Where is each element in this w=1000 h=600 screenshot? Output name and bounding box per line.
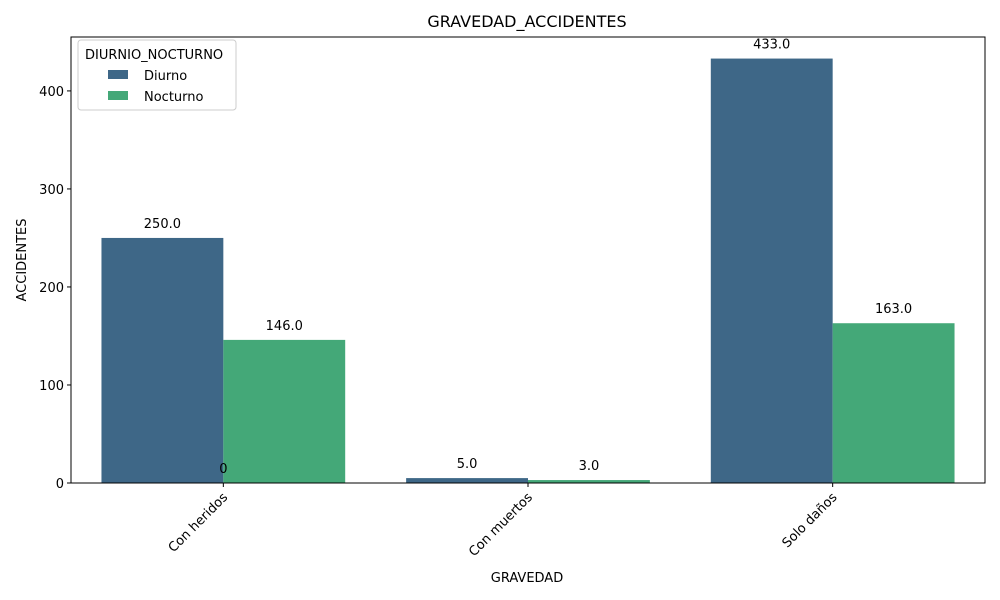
x-axis-label: GRAVEDAD [491, 571, 563, 586]
x-tick-label-3: Solo daños [780, 490, 841, 551]
bar-diurno-2 [406, 478, 528, 483]
y-tick-label-300: 300 [39, 183, 64, 198]
data-label-diurno-2: 5.0 [457, 457, 478, 472]
legend-label-diurno: Diurno [144, 69, 187, 84]
y-tick-label-400: 400 [39, 85, 64, 100]
y-tick-label-200: 200 [39, 281, 64, 296]
legend-label-nocturno: Nocturno [144, 90, 204, 105]
legend-title: DIURNIO_NOCTURNO [85, 48, 223, 63]
data-label-diurno-3: 433.0 [753, 38, 790, 53]
bar-nocturno-3 [832, 323, 955, 483]
y-tick-label-100: 100 [39, 379, 64, 394]
bar-diurno-3 [710, 58, 833, 484]
chart-title: GRAVEDAD_ACCIDENTES [427, 12, 626, 32]
y-axis-label: ACCIDENTES [15, 218, 30, 301]
data-label-nocturno-2: 3.0 [579, 459, 600, 474]
legend: DIURNIO_NOCTURNO Diurno Nocturno [77, 39, 237, 111]
y-tick-label-0: 0 [56, 477, 64, 492]
bar-nocturno-2 [528, 480, 650, 483]
data-label-extra-zero: 0 [219, 462, 227, 477]
x-tick-label-1: Con heridos [166, 490, 232, 556]
data-label-nocturno-3: 163.0 [875, 302, 912, 317]
legend-swatch-nocturno [108, 91, 128, 100]
plot-area: 250.0 5.0 433.0 146.0 3.0 163.0 0 0 100 200 300 400… [39, 36, 986, 560]
x-tick-label-2: Con muertos [466, 490, 536, 560]
bar-nocturno-1 [223, 339, 346, 483]
data-label-nocturno-1: 146.0 [266, 319, 303, 334]
bar-diurno-1 [101, 237, 224, 483]
data-label-diurno-1: 250.0 [144, 217, 181, 232]
legend-swatch-diurno [108, 70, 128, 79]
